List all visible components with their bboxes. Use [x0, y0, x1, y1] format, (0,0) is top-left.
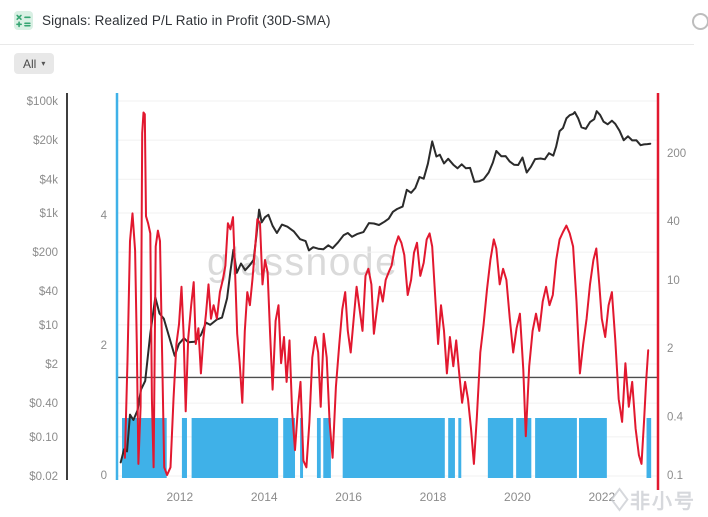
- price-tick-label: $0.40: [29, 398, 58, 410]
- price-tick-label: $4k: [39, 174, 58, 186]
- ratio-tick-label: 2: [667, 343, 673, 355]
- header-divider: [0, 44, 694, 45]
- price-tick-label: $1k: [39, 208, 58, 220]
- price-tick-label: $100k: [27, 96, 59, 108]
- price-tick-label: $2: [45, 359, 58, 371]
- price-tick-label: $40: [39, 286, 58, 298]
- inner-tick-label: 4: [101, 210, 108, 222]
- year-tick-label: 2016: [335, 490, 362, 504]
- ratio-tick-label: 0.1: [667, 470, 683, 482]
- feixiaohao-watermark: 非小号: [610, 485, 696, 514]
- year-tick-label: 2018: [420, 490, 447, 504]
- price-tick-label: $10: [39, 320, 58, 332]
- signal-bar: [646, 418, 652, 478]
- signal-bar: [516, 418, 532, 478]
- price-tick-label: $0.02: [29, 471, 58, 483]
- inner-tick-label: 0: [101, 470, 107, 482]
- price-tick-label: $0.10: [29, 432, 58, 444]
- signal-bar: [316, 418, 321, 478]
- ratio-tick-label: 40: [667, 216, 680, 228]
- feixiaohao-watermark-text: 非小号: [630, 491, 696, 513]
- ratio-line: [123, 111, 650, 476]
- signal-bar: [535, 418, 577, 478]
- ratio-tick-label: 200: [667, 148, 686, 160]
- signal-bar: [300, 418, 304, 478]
- chevron-down-icon: ▾: [41, 58, 46, 68]
- year-tick-label: 2020: [504, 490, 531, 504]
- signal-bar: [181, 418, 187, 478]
- signal-bar: [342, 418, 445, 478]
- range-filter-button[interactable]: All ▾: [14, 53, 55, 74]
- signal-bar: [448, 418, 455, 478]
- header: Signals: Realized P/L Ratio in Profit (3…: [14, 11, 331, 30]
- signal-bar: [283, 418, 296, 478]
- signal-bar: [323, 418, 331, 478]
- ratio-tick-label: 0.4: [667, 411, 684, 423]
- page-title: Signals: Realized P/L Ratio in Profit (3…: [42, 13, 331, 28]
- signal-bar: [191, 418, 279, 478]
- feixiaohao-logo-icon: [610, 487, 629, 512]
- ratio-tick-label: 10: [667, 275, 680, 287]
- price-tick-label: $20k: [33, 135, 58, 147]
- price-tick-label: $200: [32, 247, 58, 259]
- range-filter-label: All: [23, 56, 37, 71]
- year-tick-label: 2014: [251, 490, 278, 504]
- inner-tick-label: 2: [101, 340, 107, 352]
- year-tick-label: 2012: [166, 490, 193, 504]
- signal-bar: [579, 418, 607, 478]
- signals-calculator-icon: [14, 11, 33, 30]
- signal-bar: [487, 418, 514, 478]
- year-tick-label: 2022: [588, 490, 615, 504]
- signal-bar: [458, 418, 462, 478]
- price-line: [119, 110, 652, 464]
